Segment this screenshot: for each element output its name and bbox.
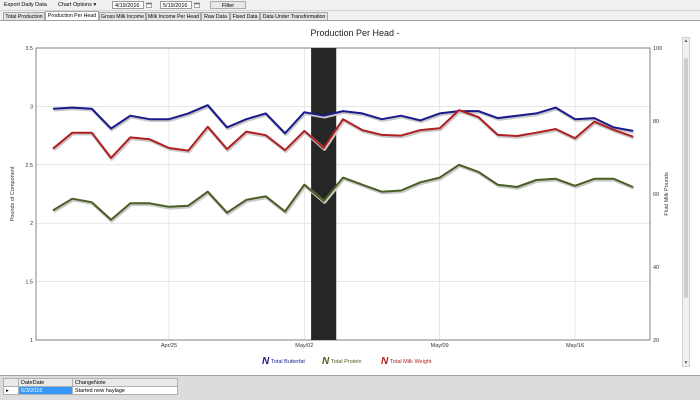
end-date-field[interactable]: 5/19/2016	[160, 1, 192, 9]
y2-tick-label: 80	[653, 119, 659, 125]
y2-tick-label: 60	[653, 192, 659, 198]
production-per-head-chart: Production Per Head - 1 1.5 2 2.5 3 3.5 20 40 6…	[10, 28, 670, 367]
x-tick-label: May/02	[295, 343, 313, 349]
y2-axis-label: Fluid Milk Pounds	[664, 172, 670, 216]
start-date-field[interactable]: 4/19/2016	[112, 1, 144, 9]
y-tick-label: 2	[30, 221, 33, 227]
filter-button[interactable]: Filter	[210, 1, 246, 9]
column-header-change-note[interactable]: ChangeNote	[71, 378, 179, 387]
y2-tick-label: 20	[653, 338, 659, 344]
tab-fixed-data[interactable]: Fixed Data	[230, 12, 260, 20]
table-cell-date[interactable]: 5/3/2016	[18, 386, 73, 395]
y-tick-label: 2.5	[25, 163, 33, 169]
legend-swatch-total-protein-icon: N	[322, 356, 330, 367]
row-indicator-header	[3, 378, 19, 387]
row-selector-icon[interactable]: ▸	[3, 386, 19, 395]
tab-raw-data[interactable]: Raw Data	[201, 12, 230, 20]
tab-milk-income-per-head[interactable]: Milk Income Per Head	[146, 12, 201, 20]
plot-area-border	[35, 47, 651, 341]
y2-tick-label: 100	[653, 46, 662, 52]
y-tick-label: 1.5	[25, 280, 33, 286]
legend-label-total-protein: Total Protein	[331, 359, 362, 365]
y-tick-label: 1	[30, 338, 33, 344]
tab-bar: Total Production Production Per Head Gro…	[0, 11, 700, 20]
calendar-icon[interactable]	[146, 2, 152, 8]
table-header-row: DateDate ChangeNote	[3, 378, 179, 387]
chart-legend: N Total Butterfat N Total Protein N Total Mil…	[262, 356, 432, 367]
table-cell-note[interactable]: Started new haylage	[71, 386, 179, 395]
scroll-down-icon[interactable]: ▼	[683, 360, 689, 366]
toolbar: Export Daily Data Chart Options ▾ 4/19/2…	[0, 0, 700, 11]
series-shadow-total-butterfat	[53, 104, 635, 137]
tab-total-production[interactable]: Total Production	[3, 12, 45, 20]
table-row[interactable]: ▸ 5/3/2016 Started new haylage	[3, 386, 179, 395]
legend-label-total-milk-weight: Total Milk Weight	[390, 359, 432, 365]
y-axis-label: Pounds of Component	[10, 166, 16, 221]
tab-data-under-transformation[interactable]: Data Under Transformation	[260, 12, 328, 20]
series-line-total-butterfat	[52, 104, 634, 135]
x-tick-label: May/09	[431, 343, 449, 349]
chart-scrollbar[interactable]: ▲ ▼	[682, 37, 690, 367]
tab-gross-milk-income[interactable]: Gross Milk Income	[99, 12, 146, 20]
notes-table: DateDate ChangeNote ▸ 5/3/2016 Started n…	[3, 378, 179, 395]
y-tick-label: 3.5	[25, 46, 33, 52]
scroll-thumb[interactable]	[684, 58, 688, 298]
chart-options-menu[interactable]: Chart Options ▾	[58, 1, 96, 9]
chart-options-label: Chart Options	[58, 2, 92, 8]
series-line-total-milk-weight	[52, 109, 634, 159]
column-header-date[interactable]: DateDate	[18, 378, 73, 387]
y2-tick-label: 40	[653, 265, 659, 271]
chart-panel: Production Per Head - 1 1.5 2 2.5 3 3.5 20 40 6…	[0, 20, 700, 372]
notes-panel: DateDate ChangeNote ▸ 5/3/2016 Started n…	[0, 375, 700, 400]
x-tick-label: May/16	[566, 343, 584, 349]
legend-label-total-butterfat: Total Butterfat	[271, 359, 305, 365]
x-tick-label: Apr/25	[161, 343, 177, 349]
chart-title: Production Per Head -	[310, 28, 399, 38]
y-tick-label: 3	[30, 104, 33, 110]
legend-swatch-total-butterfat-icon: N	[262, 356, 270, 367]
scroll-up-icon[interactable]: ▲	[683, 38, 689, 44]
series-line-total-protein	[52, 163, 634, 221]
calendar-icon[interactable]	[194, 2, 200, 8]
series-shadow-total-protein	[52, 164, 635, 223]
chevron-down-icon: ▾	[93, 2, 97, 8]
legend-swatch-total-milk-weight-icon: N	[381, 356, 389, 367]
export-daily-data-button[interactable]: Export Daily Data	[4, 2, 47, 8]
tab-production-per-head[interactable]: Production Per Head	[45, 11, 99, 20]
